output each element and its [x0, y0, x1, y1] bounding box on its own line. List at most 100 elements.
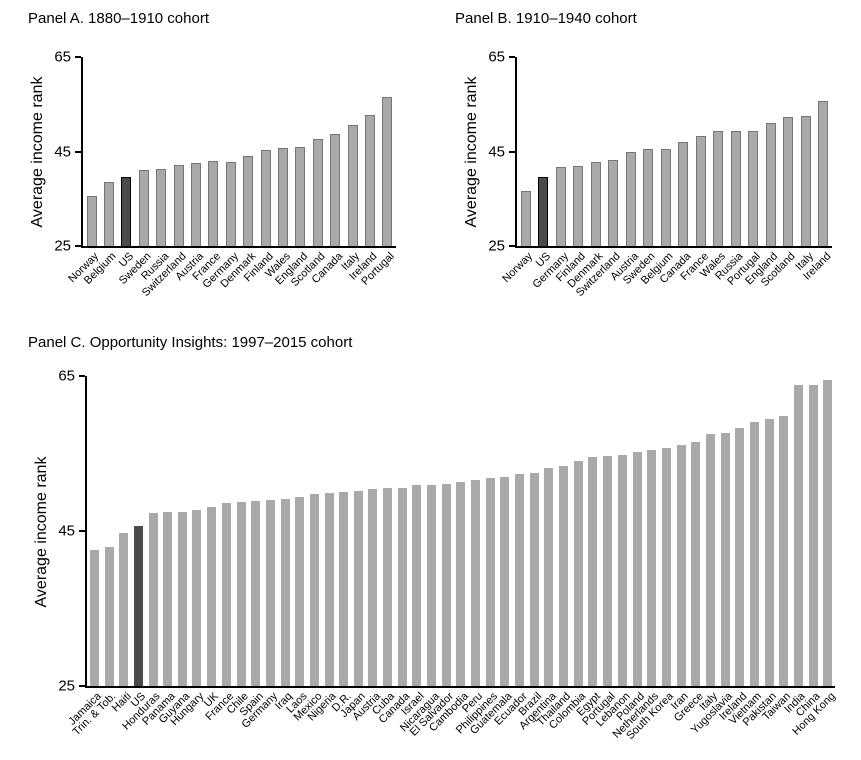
- bar-cuba: [383, 488, 392, 686]
- bar-us: [538, 177, 548, 246]
- bar-ecuador: [515, 473, 524, 686]
- bar-germany: [266, 500, 275, 686]
- bar-nigeria: [325, 493, 334, 686]
- y-tick-mark: [509, 150, 515, 153]
- bar-iran: [677, 444, 686, 686]
- panel-a-plot: 25 45 65 Norway Belgium US Sweden Russia Switzer…: [54, 49, 397, 299]
- y-tick-mark: [79, 530, 85, 532]
- y-tick-mark: [79, 685, 85, 687]
- bar-portugal: [382, 97, 392, 246]
- panel-b-title: Panel B. 1910–1940 cohort: [455, 10, 637, 27]
- y-tick-label: 65: [488, 48, 505, 66]
- bar-france: [222, 503, 231, 686]
- bar-austria: [368, 489, 377, 686]
- bar-vietnam: [750, 421, 759, 686]
- bar-scotland: [783, 117, 793, 246]
- bar-india: [794, 385, 803, 686]
- bar-china: [809, 384, 818, 686]
- bar-israel: [412, 485, 421, 686]
- bar-austria: [626, 151, 636, 246]
- bar-guatemala: [500, 476, 509, 686]
- bar-norway: [87, 195, 97, 246]
- bar-hong-kong: [823, 379, 832, 686]
- bar-ireland: [818, 101, 828, 246]
- bar-greece: [691, 441, 700, 686]
- y-tick-mark: [79, 375, 85, 377]
- bar-mexico: [310, 493, 319, 686]
- bar-guyana: [178, 511, 187, 686]
- x-tick-label: Norway: [500, 250, 536, 286]
- bar-canada: [678, 142, 688, 246]
- y-tick-label: 65: [54, 48, 71, 66]
- bar-thailand: [559, 465, 568, 686]
- bar-us: [134, 525, 143, 686]
- bar-peru: [471, 479, 480, 686]
- bar-sweden: [139, 169, 149, 246]
- bar-denmark: [243, 156, 253, 246]
- bar-portugal: [748, 130, 758, 246]
- y-tick-mark: [75, 245, 81, 247]
- bar-finland: [573, 165, 583, 246]
- bar-russia: [156, 169, 166, 246]
- bar-italy: [706, 434, 715, 686]
- bar-denmark: [591, 162, 601, 246]
- y-tick-label: 25: [488, 237, 505, 255]
- bar-brazil: [530, 472, 539, 686]
- bar-nicaragua: [427, 484, 436, 686]
- bar-belgium: [661, 148, 671, 246]
- bar-el-salvador: [442, 483, 451, 686]
- bar-switzerland: [608, 160, 618, 246]
- bar-trin-tob-: [105, 546, 114, 686]
- bar-netherlands: [647, 450, 656, 686]
- bar-england: [295, 146, 305, 246]
- bar-cambodia: [456, 482, 465, 686]
- bar-italy: [801, 116, 811, 246]
- y-tick-label: 45: [58, 522, 75, 540]
- bar-england: [766, 123, 776, 246]
- y-tick-label: 45: [488, 143, 505, 160]
- bar-ireland: [365, 114, 375, 246]
- bar-taiwan: [779, 415, 788, 686]
- bar-portugal: [603, 455, 612, 686]
- bar-honduras: [149, 513, 158, 686]
- bar-south-korea: [662, 448, 671, 686]
- bar-france: [208, 161, 218, 246]
- panel-b-plot: 25 45 65 Norway US Germany Finland Denmark Switz…: [488, 49, 833, 299]
- bar-wales: [278, 147, 288, 246]
- bar-hungary: [192, 510, 201, 686]
- bar-ireland: [735, 427, 744, 686]
- y-tick-label: 25: [54, 237, 71, 255]
- bar-argentina: [544, 468, 553, 686]
- bar-panama: [163, 512, 172, 686]
- y-tick-mark: [509, 245, 515, 247]
- bar-iraq: [281, 499, 290, 686]
- bar-canada: [330, 134, 340, 246]
- bar-france: [696, 136, 706, 246]
- bar-austria: [191, 162, 201, 246]
- bar-italy: [348, 125, 358, 246]
- bar-germany: [556, 166, 566, 246]
- bar-canada: [398, 487, 407, 686]
- bar-switzerland: [174, 164, 184, 246]
- y-tick-label: 65: [58, 367, 75, 385]
- bar-finland: [261, 149, 271, 246]
- bar-scotland: [313, 139, 323, 246]
- bar-norway: [521, 191, 531, 246]
- bar-us: [121, 177, 131, 246]
- bar-germany: [226, 161, 236, 246]
- bar-colombia: [574, 461, 583, 686]
- bar-spain: [251, 500, 260, 686]
- bar-jamaica: [90, 550, 99, 686]
- y-tick-mark: [75, 150, 81, 153]
- panel-c-title: Panel C. Opportunity Insights: 1997–2015…: [28, 334, 353, 351]
- bar-laos: [295, 496, 304, 686]
- bar-sweden: [643, 149, 653, 246]
- panel-a-title: Panel A. 1880–1910 cohort: [28, 10, 209, 27]
- bar-russia: [731, 131, 741, 246]
- bar-philippines: [486, 477, 495, 686]
- y-tick-mark: [75, 56, 81, 58]
- bar-haiti: [119, 532, 128, 686]
- bar-chile: [237, 501, 246, 686]
- bar-wales: [713, 130, 723, 246]
